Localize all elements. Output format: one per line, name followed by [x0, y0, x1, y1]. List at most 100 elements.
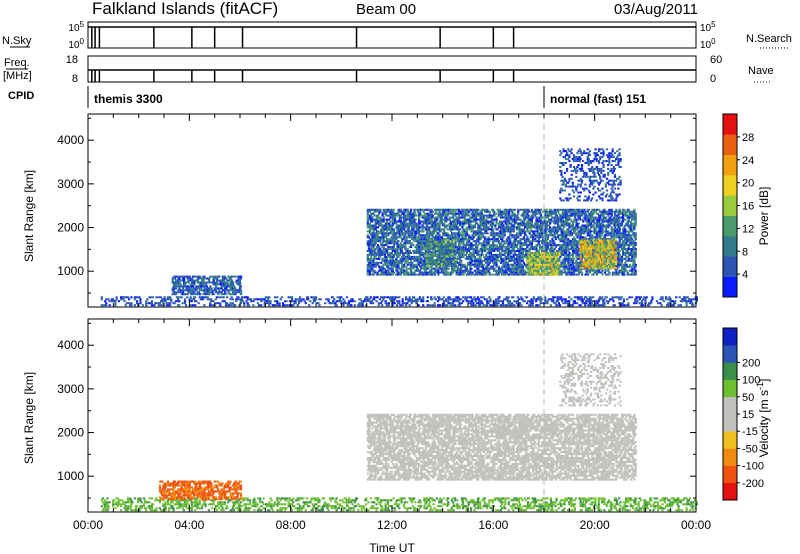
range-cell [230, 304, 233, 307]
range-cell [508, 259, 511, 262]
range-cell [439, 218, 442, 221]
range-cell [431, 210, 434, 213]
range-cell [451, 212, 454, 215]
range-cell [568, 224, 571, 227]
range-cell [211, 291, 214, 294]
range-cell [476, 218, 479, 221]
range-cell [425, 238, 429, 241]
range-cell [565, 271, 568, 274]
range-cell [497, 300, 500, 303]
range-cell [212, 300, 215, 303]
range-cell [516, 228, 519, 231]
range-cell [494, 255, 497, 258]
range-cell [441, 214, 445, 217]
range-cell [646, 304, 649, 307]
range-cell [613, 304, 616, 307]
range-cell [454, 234, 457, 237]
range-cell [266, 302, 269, 305]
range-cell [229, 285, 232, 288]
range-cell [380, 224, 383, 227]
range-cell [410, 269, 413, 272]
range-cell [444, 298, 448, 301]
range-cell [100, 304, 103, 307]
range-cell [395, 257, 398, 260]
range-cell [517, 298, 521, 301]
range-cell [212, 279, 215, 282]
range-cell [485, 242, 488, 245]
range-cell [194, 300, 197, 303]
range-cell [485, 208, 488, 211]
range-cell [485, 265, 488, 268]
range-cell [528, 230, 531, 233]
range-cell [383, 261, 386, 264]
range-cell [384, 269, 388, 272]
range-cell [513, 220, 516, 223]
range-cell [535, 248, 538, 251]
range-cell [568, 242, 571, 245]
range-cell [465, 244, 468, 247]
range-cell [391, 222, 394, 225]
range-cell [338, 298, 342, 301]
range-cell [374, 234, 377, 237]
range-cell [473, 261, 476, 264]
range-cell [488, 252, 491, 254]
range-cell [557, 230, 560, 233]
range-cell [414, 218, 417, 221]
range-cell [492, 246, 495, 249]
range-cell [495, 259, 498, 262]
range-cell [465, 240, 468, 243]
range-cell [246, 302, 249, 305]
range-cell [468, 240, 471, 243]
range-cell [217, 293, 220, 296]
range-cell [422, 238, 425, 241]
range-cell [545, 240, 548, 243]
range-cell [542, 226, 545, 229]
range-cell [530, 216, 533, 219]
range-cell [296, 304, 299, 307]
range-cell [560, 271, 563, 274]
range-cell [500, 230, 503, 233]
range-cell [212, 293, 215, 296]
range-cell [413, 300, 416, 303]
range-cell [519, 263, 522, 266]
range-cell [471, 255, 474, 258]
range-cell [433, 212, 437, 215]
range-cell [571, 253, 575, 256]
range-cell [494, 261, 497, 264]
range-cell [534, 246, 537, 249]
range-cell [526, 263, 529, 266]
range-cell [520, 271, 523, 274]
range-cell [371, 269, 374, 272]
range-cell [493, 273, 496, 276]
range-cell [235, 281, 238, 284]
range-cell [456, 252, 459, 254]
range-cell [505, 246, 508, 249]
range-cell [399, 208, 402, 211]
range-cell [546, 238, 549, 241]
range-cell [197, 285, 200, 288]
range-cell [237, 275, 240, 278]
range-cell [373, 257, 376, 260]
range-cell [485, 269, 488, 272]
range-cell [476, 296, 480, 299]
range-cell [431, 304, 434, 307]
range-cell [518, 252, 521, 254]
range-cell [465, 298, 468, 301]
range-cell [178, 296, 181, 299]
range-cell [260, 304, 263, 307]
range-cell [519, 234, 522, 237]
range-cell [213, 287, 216, 290]
range-cell [533, 232, 536, 235]
range-cell [220, 293, 223, 296]
range-cell [513, 218, 516, 221]
range-cell [484, 226, 487, 229]
range-cell [571, 248, 575, 251]
range-cell [502, 210, 505, 213]
range-cell [641, 302, 644, 305]
range-cell [391, 228, 394, 231]
range-cell [410, 246, 413, 249]
range-cell [536, 218, 539, 221]
range-cell [497, 226, 500, 229]
range-cell [399, 304, 402, 307]
range-cell [514, 265, 518, 268]
